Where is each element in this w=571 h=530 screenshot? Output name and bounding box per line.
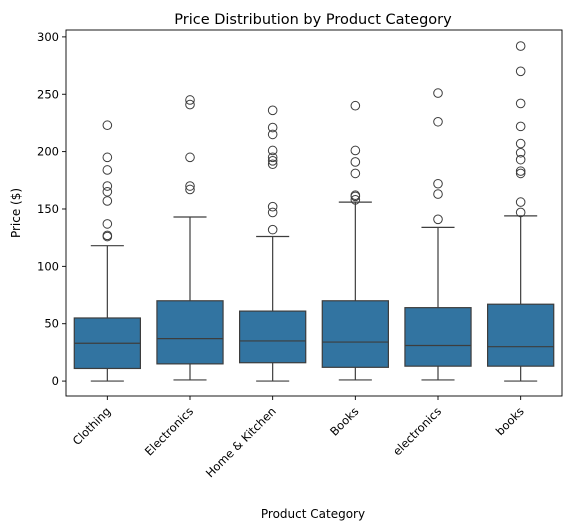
box-group — [321, 100, 389, 381]
outlier-point — [350, 145, 361, 156]
outlier-point — [433, 116, 443, 127]
outlier-point — [515, 66, 526, 77]
outlier-point — [515, 98, 526, 109]
x-tick-label: Clothing — [70, 404, 114, 448]
outlier-point — [515, 207, 526, 218]
outlier-point — [102, 152, 113, 163]
outlier-point — [515, 41, 526, 51]
y-tick-label: 150 — [37, 202, 59, 216]
outlier-point — [267, 105, 278, 116]
plot-frame — [65, 29, 563, 397]
outlier-point — [185, 95, 195, 105]
outlier-point — [267, 122, 278, 133]
y-tick-label: 300 — [37, 30, 59, 44]
box-group — [487, 41, 555, 382]
outlier-point — [515, 168, 526, 179]
outlier-point — [267, 155, 278, 166]
outlier-point — [433, 178, 443, 189]
outlier-point — [185, 181, 195, 191]
outlier-point — [185, 152, 195, 163]
outlier-point — [433, 214, 443, 225]
x-axis: Clothing Electronics Home & Kitchen Books el… — [70, 396, 527, 480]
outlier-point — [515, 138, 526, 149]
x-tick-label: electronics — [390, 404, 444, 458]
x-tick-label: Home & Kitchen — [203, 404, 279, 480]
outlier-point — [267, 129, 278, 140]
outlier-point — [185, 99, 195, 110]
box-group — [156, 95, 224, 381]
outlier-point — [515, 147, 526, 158]
x-tick-label: books — [493, 404, 527, 438]
outlier-point — [350, 190, 361, 201]
y-axis: 0 50 100 150 200 250 300 — [37, 30, 66, 388]
outlier-point — [102, 120, 113, 131]
outlier-point — [350, 195, 361, 205]
outlier-point — [515, 121, 526, 132]
outlier-point — [102, 230, 113, 241]
iqr-box — [404, 307, 472, 367]
plot-area — [73, 41, 555, 382]
chart-title: Price Distribution by Product Category — [174, 12, 452, 28]
outlier-point — [102, 181, 113, 191]
outlier-point — [350, 168, 361, 179]
y-tick-label: 50 — [44, 317, 59, 331]
outlier-point — [102, 219, 113, 229]
x-axis-label: Product Category — [261, 507, 365, 521]
box-group — [404, 88, 472, 381]
outlier-point — [515, 166, 526, 176]
iqr-box — [239, 310, 307, 364]
x-tick-label: Electronics — [142, 404, 196, 458]
outlier-point — [433, 88, 443, 98]
x-tick-label: Books — [327, 404, 361, 438]
outlier-point — [102, 186, 113, 197]
outlier-point — [267, 201, 278, 212]
iqr-box — [487, 303, 555, 367]
box-group — [73, 120, 142, 382]
y-tick-label: 200 — [37, 145, 59, 159]
box-group — [239, 105, 307, 382]
outlier-point — [102, 165, 113, 175]
iqr-box — [156, 300, 224, 365]
outlier-point — [267, 145, 278, 156]
outlier-point — [433, 189, 443, 199]
y-axis-label: Price ($) — [9, 188, 23, 238]
outlier-point — [350, 100, 361, 111]
y-tick-label: 100 — [37, 259, 59, 273]
y-tick-label: 250 — [37, 87, 59, 101]
outlier-point — [102, 196, 113, 206]
outlier-point — [185, 184, 195, 195]
iqr-box — [321, 300, 389, 368]
outlier-point — [267, 152, 278, 163]
outlier-point — [350, 157, 361, 167]
outlier-point — [515, 154, 526, 165]
y-tick-label: 0 — [52, 374, 59, 388]
outlier-point — [267, 159, 278, 170]
outlier-point — [267, 224, 278, 235]
outlier-point — [267, 207, 278, 218]
outlier-point — [515, 197, 526, 207]
